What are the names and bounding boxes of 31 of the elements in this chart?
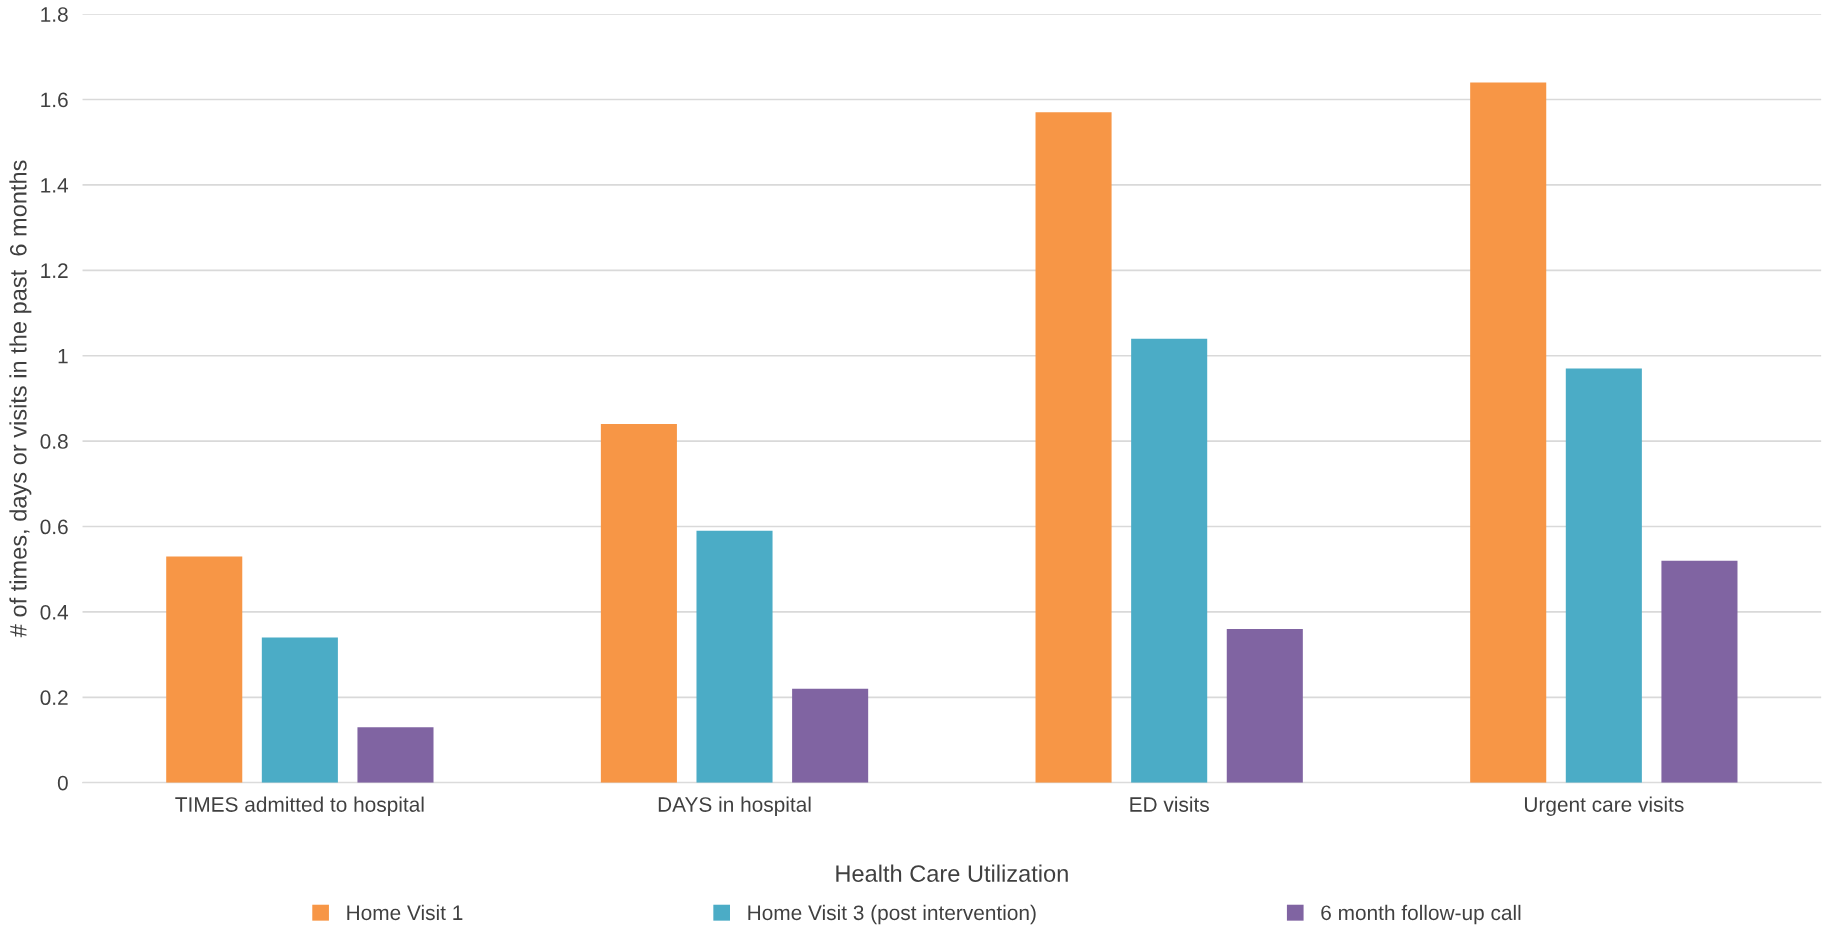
y-tick-label: 1.6 [41, 92, 68, 108]
y-tick-label: 1.2 [41, 263, 68, 278]
y-tick-label: 0.6 [40, 519, 68, 535]
bar [696, 530, 773, 783]
y-axis-title: # of times, days or visits in the past 6 months [9, 160, 32, 638]
bar [357, 727, 434, 783]
bar [166, 556, 243, 783]
bar [792, 688, 869, 783]
y-tick-label: 0 [57, 775, 68, 791]
x-tick-label: TIMES admitted to hospital [175, 796, 424, 816]
y-tick-label: 0.4 [40, 604, 69, 620]
y-tick-label: 1 [58, 348, 68, 364]
y-tick-label: 0.2 [40, 690, 68, 706]
y-tick-label: 1.8 [41, 7, 68, 22]
x-axis-title: Health Care Utilization [836, 864, 1068, 882]
bar [261, 637, 338, 783]
bar [1565, 368, 1642, 783]
bar [1470, 82, 1547, 783]
legend-label: 6 month follow-up call [1321, 904, 1521, 925]
bar [1661, 560, 1738, 783]
bar [1035, 112, 1112, 783]
bar [600, 424, 677, 783]
x-tick-label: ED visits [1130, 796, 1209, 812]
bar [1226, 628, 1303, 783]
y-tick-label: 0.8 [40, 434, 68, 449]
x-tick-label: DAYS in hospital [658, 796, 811, 816]
legend-label: Home Visit 3 (post intervention) [748, 904, 1036, 925]
bar [1131, 338, 1208, 783]
y-tick-label: 1.4 [41, 178, 69, 193]
legend-label: Home Visit 1 [347, 904, 463, 921]
x-tick-label: Urgent care visits [1524, 796, 1684, 816]
